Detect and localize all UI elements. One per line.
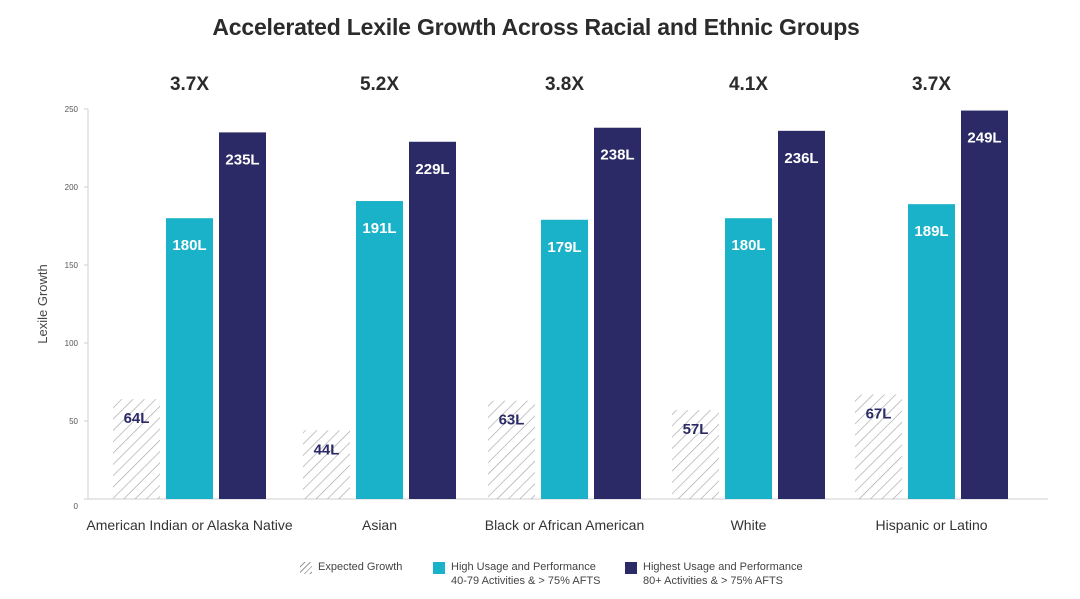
bar-highest (778, 130, 825, 499)
legend-swatch-highest (625, 562, 637, 574)
x-category-label: Black or African American (485, 517, 645, 533)
multiplier-label: 5.2X (360, 74, 399, 95)
multiplier-label: 3.8X (545, 74, 584, 95)
multiplier-label: 4.1X (729, 74, 768, 95)
bar-value-label-highest: 235L (225, 151, 259, 168)
bar-highest (219, 132, 266, 499)
bar-high (725, 218, 772, 499)
bar-value-label-highest: 238L (600, 147, 634, 164)
bar-high (166, 218, 213, 499)
legend-item-high: High Usage and Performance 40-79 Activit… (433, 560, 601, 588)
bar-value-label-expected: 63L (499, 412, 525, 429)
chart-title: Accelerated Lexile Growth Across Racial … (212, 14, 860, 40)
legend-item-highest: Highest Usage and Performance 80+ Activi… (625, 560, 803, 588)
y-axis-title: Lexile Growth (35, 264, 50, 343)
bar-expected (855, 394, 902, 499)
bar-value-label-expected: 44L (314, 441, 340, 458)
bar-value-label-expected: 57L (683, 421, 709, 438)
bar-expected (303, 430, 350, 499)
bar-high (541, 219, 588, 499)
x-category-label: Hispanic or Latino (875, 517, 987, 533)
bar-high (908, 204, 955, 499)
multiplier-label: 3.7X (170, 74, 209, 95)
multiplier-label: 3.7X (912, 74, 951, 95)
x-category-label: White (731, 517, 767, 533)
legend-swatch-expected (300, 562, 312, 574)
y-tick-label: 250 (65, 105, 79, 114)
legend-sublabel-high: 40-79 Activities & > 75% AFTS (451, 575, 601, 587)
legend-label-high: High Usage and Performance (451, 561, 596, 573)
bar-highest (409, 141, 456, 499)
bar-expected (672, 410, 719, 499)
bar-value-label-expected: 64L (124, 410, 150, 427)
legend-swatch-high (433, 562, 445, 574)
legend-item-expected: Expected Growth (300, 560, 402, 574)
y-tick-label: 100 (65, 339, 79, 348)
y-tick-label: 50 (69, 417, 78, 426)
y-tick-label: 150 (65, 261, 79, 270)
y-tick-label: 0 (74, 502, 79, 511)
legend-label-expected: Expected Growth (318, 561, 403, 573)
x-category-label: American Indian or Alaska Native (86, 517, 292, 533)
bar-high (356, 201, 403, 500)
bar-value-label-highest: 236L (784, 150, 818, 167)
bar-expected (488, 400, 535, 499)
bar-value-label-high: 180L (731, 237, 765, 254)
bar-highest (961, 110, 1008, 499)
x-category-label: Asian (362, 517, 397, 533)
y-tick-label: 200 (65, 183, 79, 192)
legend-label-highest: Highest Usage and Performance (643, 561, 803, 573)
bar-expected (113, 399, 160, 499)
bar-value-label-high: 191L (362, 220, 396, 237)
bar-value-label-high: 180L (172, 237, 206, 254)
legend-sublabel-highest: 80+ Activities & > 75% AFTS (643, 575, 784, 587)
bar-value-label-expected: 67L (866, 405, 892, 422)
bar-value-label-high: 189L (914, 223, 948, 240)
bar-highest (594, 127, 641, 499)
bar-value-label-highest: 229L (415, 161, 449, 178)
bar-value-label-high: 179L (547, 239, 581, 256)
bar-value-label-highest: 249L (967, 130, 1001, 147)
